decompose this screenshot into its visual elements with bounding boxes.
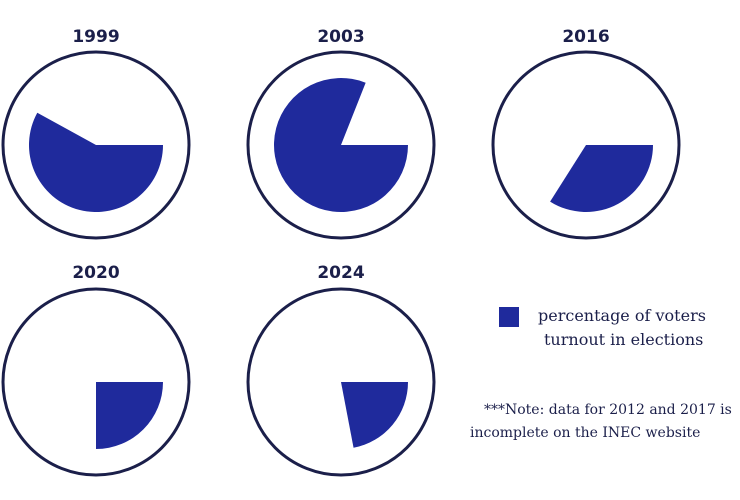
- legend-label-line2: turnout in elections: [544, 330, 703, 349]
- year-label-2024: 2024: [317, 263, 364, 283]
- legend-swatch: [499, 307, 519, 327]
- turnout-slice-1999: [29, 112, 164, 213]
- turnout-slice-2020: [96, 382, 163, 449]
- footnote-line2: incomplete on the INEC website: [470, 425, 700, 441]
- year-label-2020: 2020: [72, 263, 119, 283]
- legend: percentage of voters turnout in election…: [499, 306, 706, 349]
- turnout-slice-2016: [550, 145, 653, 212]
- footnote: ***Note: data for 2012 and 2017 is incom…: [470, 402, 732, 441]
- pie-outline-2003: [246, 50, 436, 240]
- pie-outline-2020: [1, 287, 191, 477]
- year-label-2003: 2003: [317, 27, 364, 47]
- turnout-slice-2003: [273, 77, 408, 212]
- legend-label-line1: percentage of voters: [538, 306, 706, 325]
- turnout-slice-2024: [341, 382, 408, 448]
- year-label-1999: 1999: [72, 27, 119, 47]
- footnote-line1: ***Note: data for 2012 and 2017 is: [484, 402, 732, 418]
- pie-outline-1999: [1, 50, 191, 240]
- year-label-2016: 2016: [562, 27, 609, 47]
- pie-outline-2016: [491, 50, 681, 240]
- pie-grid: 1999 2003 2016 2020 2024: [1, 27, 681, 477]
- pie-outline-2024: [246, 287, 436, 477]
